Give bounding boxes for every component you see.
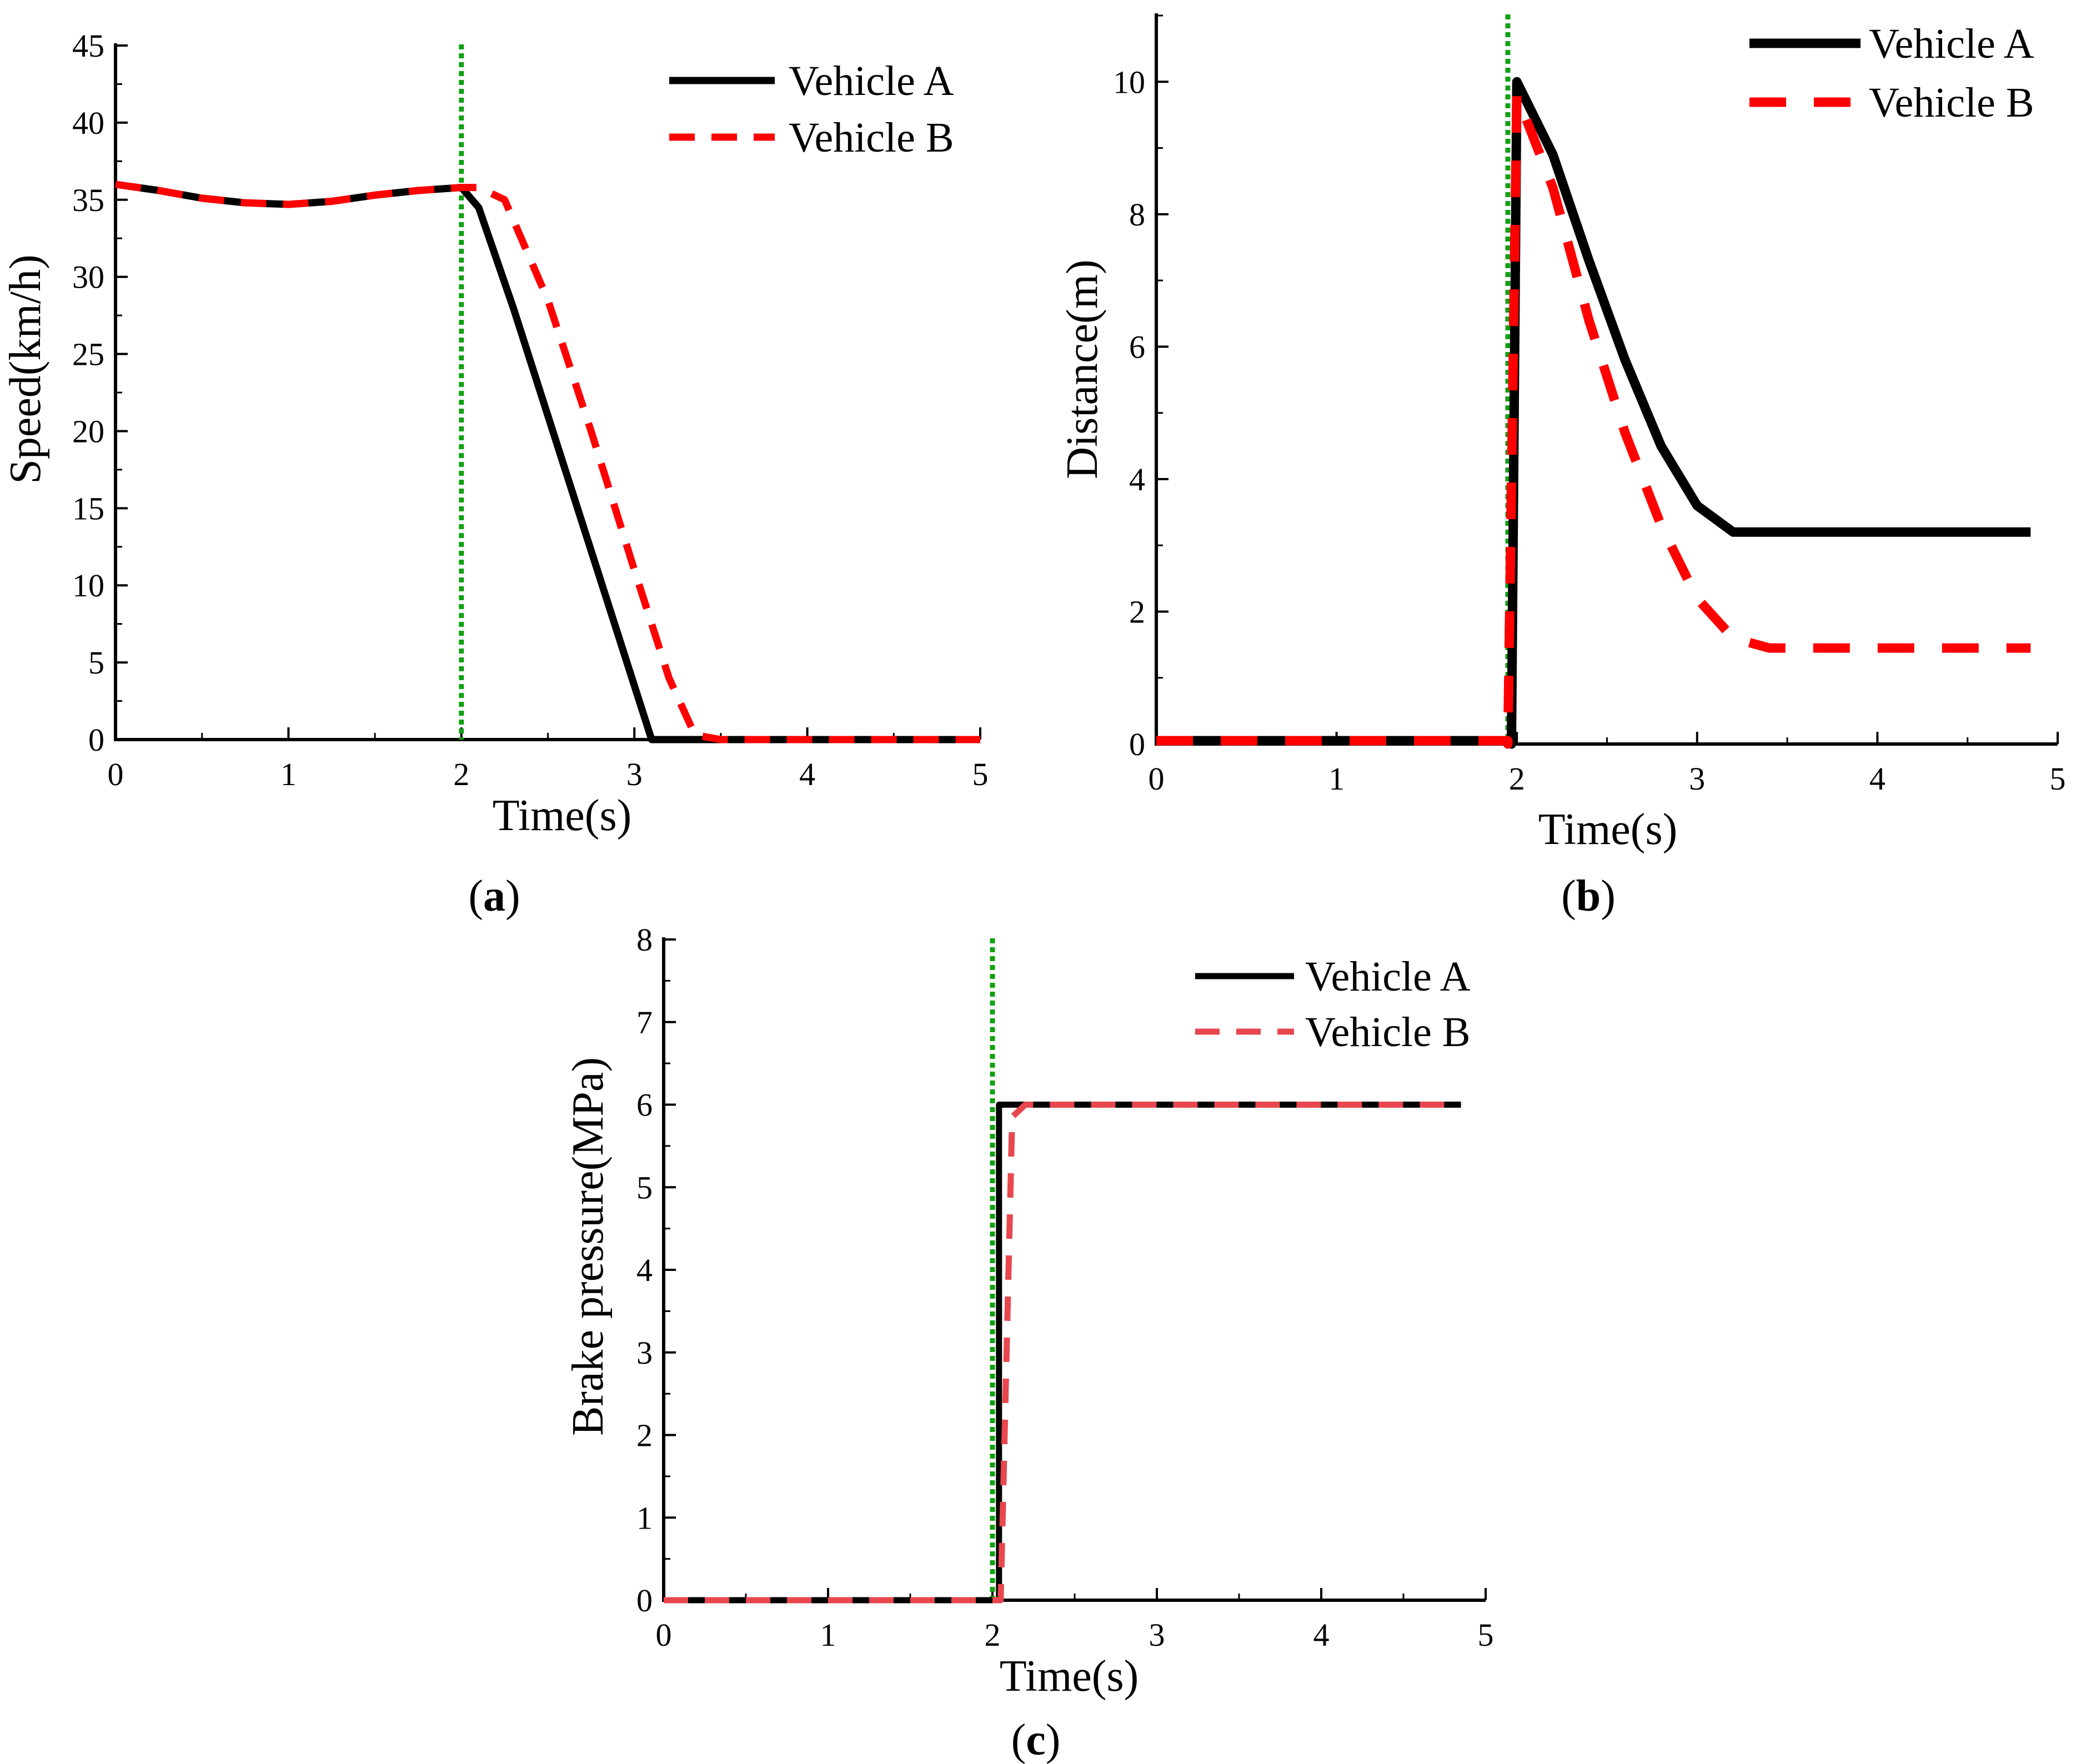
x-tick-label: 5 (972, 756, 989, 792)
y-tick-label: 10 (1113, 64, 1145, 100)
x-tick-label: 1 (820, 1617, 836, 1653)
x-tick-label: 4 (1313, 1617, 1330, 1653)
y-tick-label: 0 (1129, 726, 1145, 762)
panel-caption: (a) (468, 872, 520, 921)
y-axis-label: Speed(km/h) (1, 254, 50, 484)
x-tick-label: 5 (2050, 761, 2066, 797)
x-tick-label: 2 (453, 756, 469, 792)
x-tick-label: 2 (1509, 761, 1525, 797)
series-line-vehicle-b (664, 1102, 1461, 1604)
x-tick-label: 0 (656, 1617, 672, 1653)
series-line-vehicle-b (115, 180, 980, 743)
y-tick-label: 0 (636, 1582, 653, 1619)
x-axis-label: Time(s) (493, 791, 631, 840)
y-tick-label: 7 (636, 1004, 653, 1041)
caption-letter: b (1576, 872, 1601, 921)
y-tick-label: 5 (88, 645, 104, 681)
x-axis-label: Time(s) (1538, 805, 1677, 854)
y-tick-label: 8 (1129, 197, 1145, 233)
y-tick-label: 10 (72, 567, 104, 604)
y-tick-label: 1 (636, 1500, 653, 1536)
y-tick-label: 2 (636, 1418, 653, 1454)
y-tick-label: 20 (72, 413, 104, 449)
y-axis-label: Distance(m) (1058, 259, 1107, 479)
y-tick-label: 4 (1129, 461, 1145, 497)
caption-letter: a (483, 872, 505, 921)
x-tick-label: 0 (108, 756, 124, 792)
caption-open: ( (1561, 872, 1576, 921)
x-tick-label: 3 (1689, 761, 1705, 797)
x-tick-label: 1 (280, 756, 297, 792)
y-tick-label: 35 (72, 182, 104, 218)
series-line-vehicle-b (1156, 90, 2031, 749)
x-tick-label: 2 (985, 1617, 1001, 1653)
caption-open: ( (468, 872, 483, 921)
y-axis-label: Brake pressure(MPa) (564, 1057, 613, 1436)
x-tick-label: 1 (1328, 761, 1345, 797)
x-tick-label: 3 (626, 756, 643, 792)
x-tick-label: 4 (1869, 761, 1886, 797)
y-tick-label: 40 (72, 105, 104, 141)
y-tick-label: 6 (636, 1087, 653, 1123)
legend-label: Vehicle B (789, 114, 954, 161)
x-tick-label: 5 (1478, 1617, 1494, 1653)
y-tick-label: 6 (1129, 329, 1145, 365)
legend-label: Vehicle A (789, 58, 954, 104)
y-tick-label: 15 (72, 490, 104, 526)
y-tick-label: 4 (636, 1252, 653, 1288)
caption-open: ( (1011, 1716, 1026, 1764)
chart-b: 0 1 2 3 4 5 0 2 4 6 8 10 Time(s) Distance(m) Vehicle A… (1058, 13, 2066, 921)
panel-caption: (c) (1011, 1716, 1061, 1764)
series-line-vehicle-a (664, 1102, 1461, 1604)
y-tick-label: 5 (636, 1169, 653, 1205)
panel-caption: (b) (1561, 872, 1616, 921)
x-tick-label: 3 (1149, 1617, 1165, 1653)
y-tick-label: 2 (1129, 594, 1145, 630)
caption-close: ) (505, 872, 520, 921)
x-axis-label: Time(s) (1000, 1652, 1139, 1701)
legend-label: Vehicle B (1869, 79, 2034, 126)
chart-a: 0 1 2 3 4 5051015202530354045Time(s)Speed(km/… (1, 28, 989, 921)
caption-letter: c (1026, 1716, 1046, 1764)
x-tick-label: 0 (1149, 761, 1165, 797)
y-tick-label: 45 (72, 28, 104, 64)
legend-label: Vehicle A (1305, 953, 1471, 1000)
legend-label: Vehicle A (1869, 21, 2034, 67)
y-tick-label: 25 (72, 336, 104, 373)
chart-c: 0 1 2 3 4 5 0 1 2 3 4 5 6 7 8 Time(s) Brake pressure(MPa… (564, 922, 1494, 1764)
y-tick-label: 0 (88, 722, 104, 758)
y-tick-label: 30 (72, 259, 104, 295)
x-tick-label: 4 (799, 756, 815, 792)
legend-label: Vehicle B (1305, 1009, 1471, 1056)
series-line-vehicle-a (115, 180, 980, 743)
caption-close: ) (1046, 1716, 1061, 1764)
caption-close: ) (1601, 872, 1616, 921)
y-tick-label: 3 (636, 1335, 653, 1371)
y-tick-label: 8 (636, 922, 653, 958)
